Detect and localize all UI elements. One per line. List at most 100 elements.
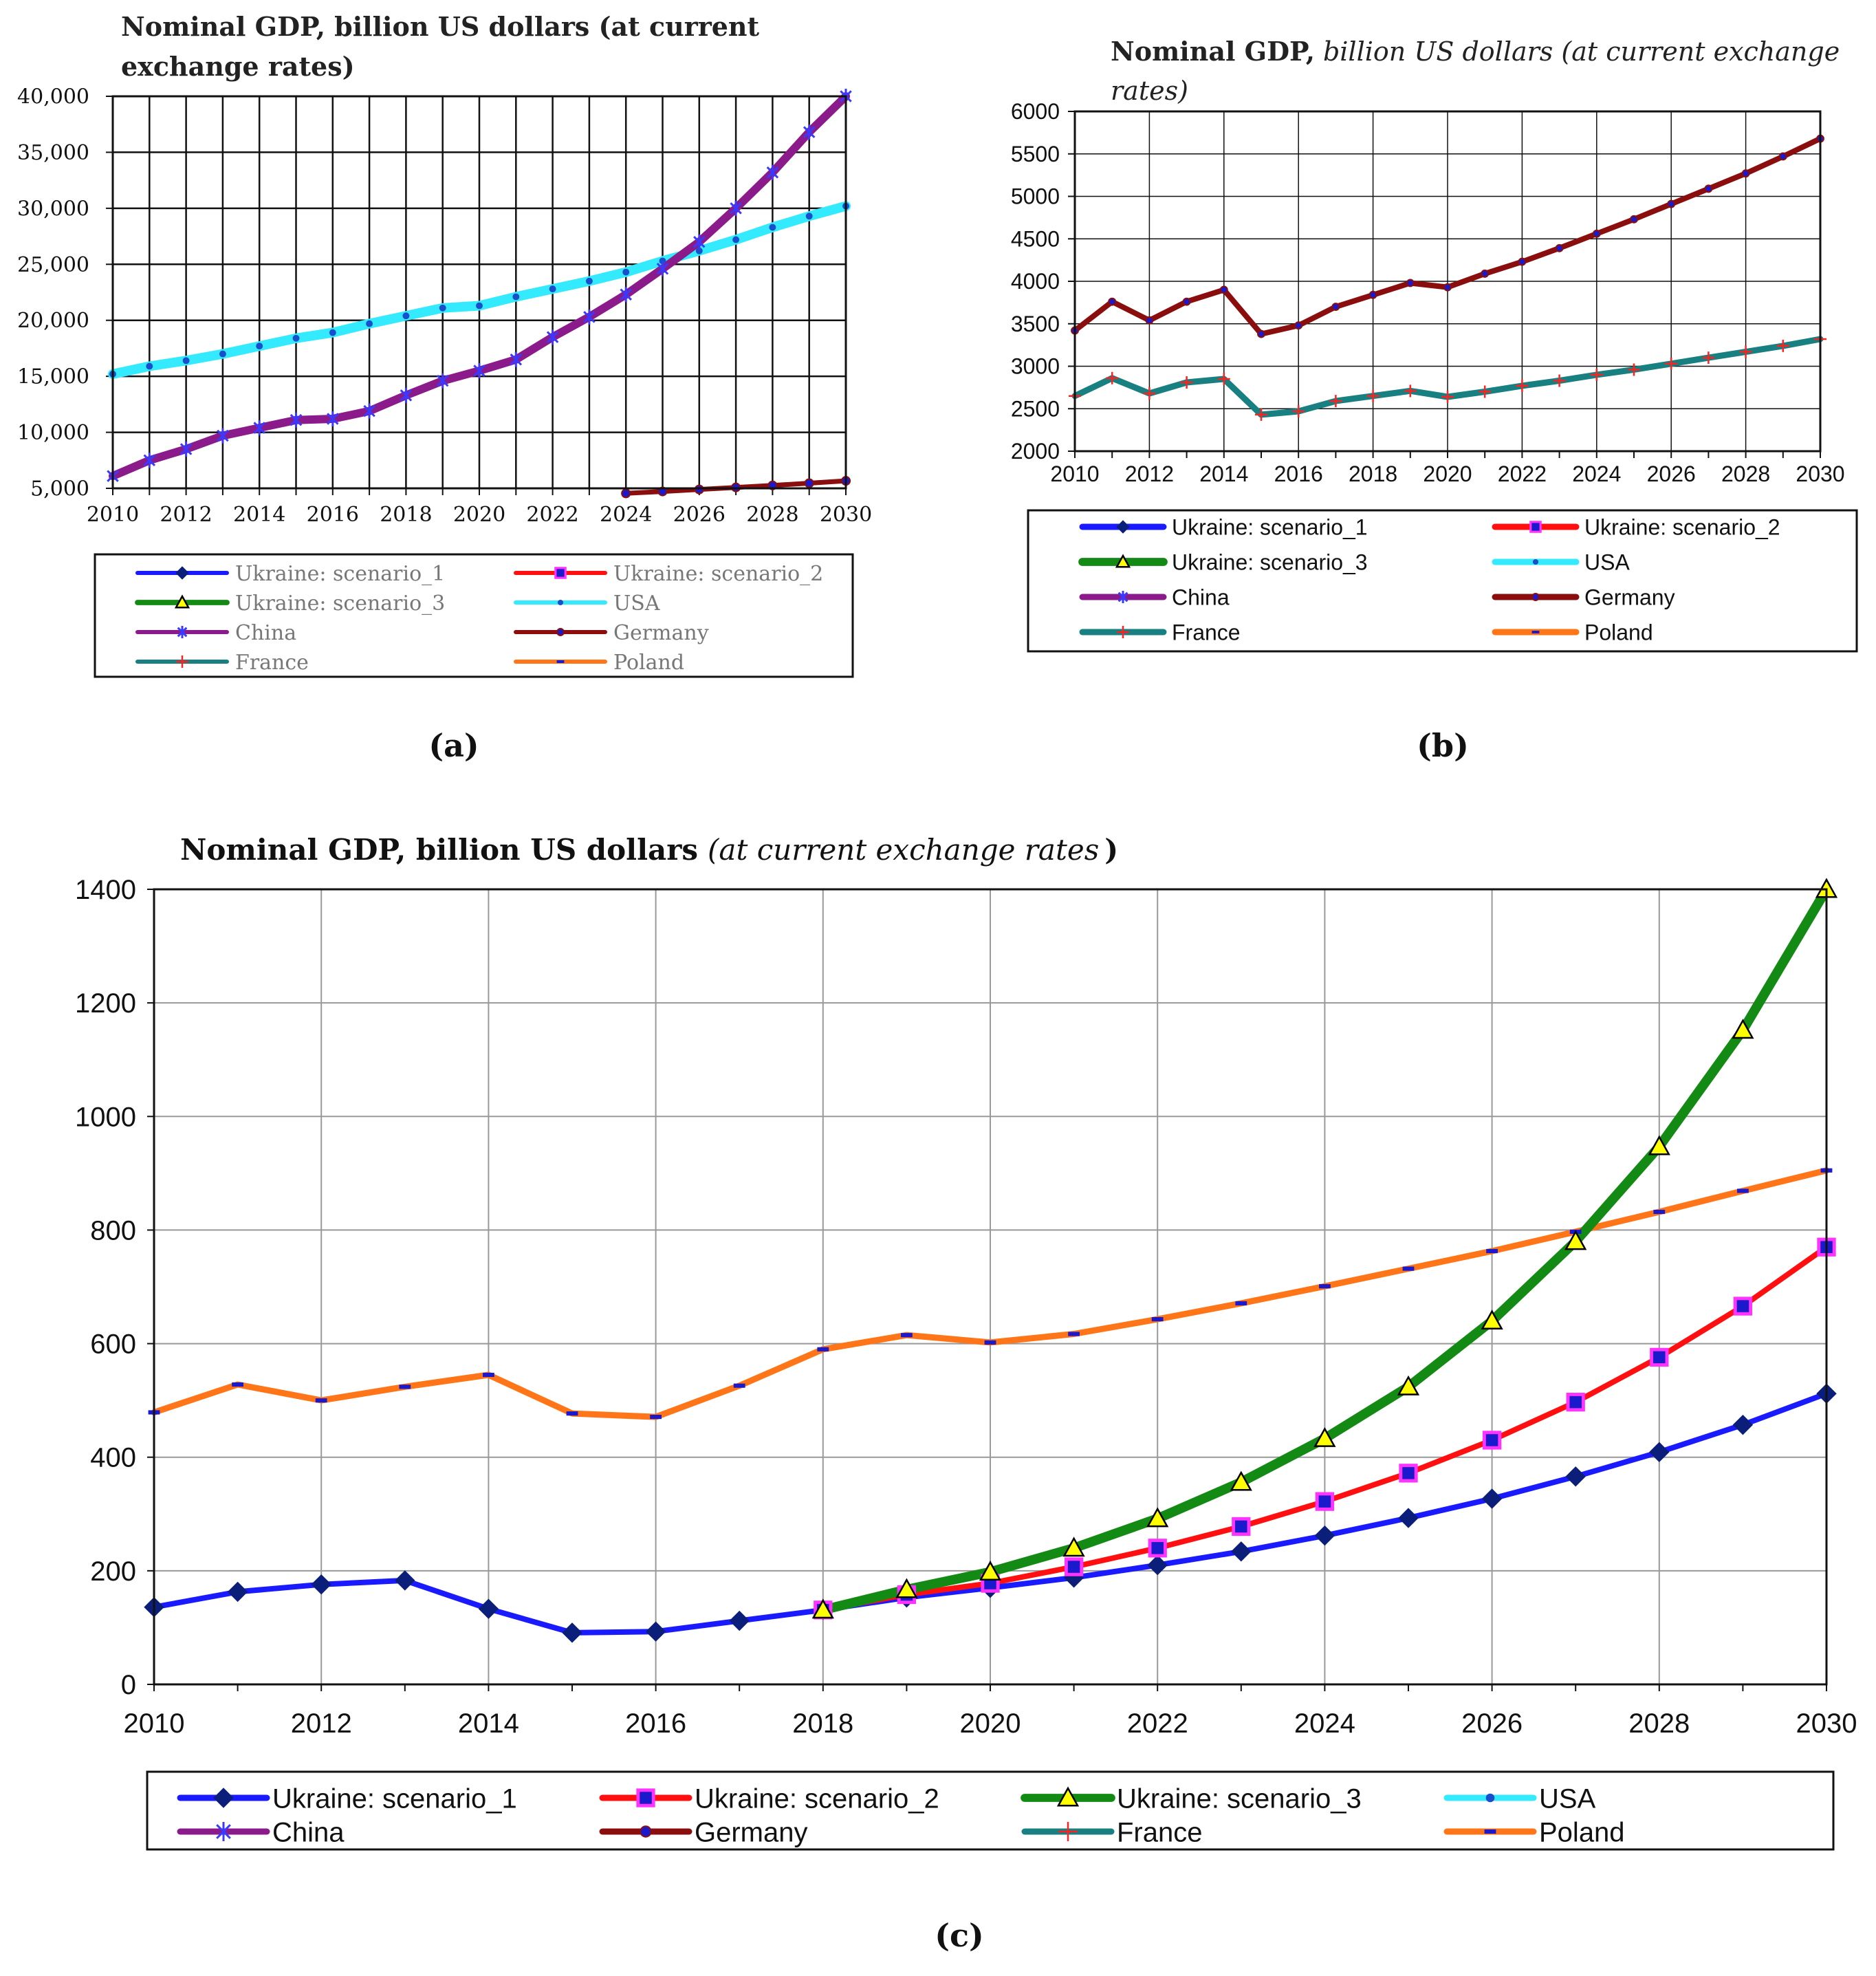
data-point-poland: [901, 1333, 913, 1338]
panel-b-title-bold: Nominal GDP,: [1111, 36, 1315, 67]
x-tick-label: 2024: [1294, 1708, 1355, 1739]
x-tick-label: 2026: [1461, 1708, 1523, 1739]
data-point-ukraine_3: [1564, 1230, 1587, 1250]
legend-marker-china: [1117, 591, 1128, 603]
data-point-germany: [1145, 316, 1154, 325]
y-tick-label: 2500: [1011, 396, 1060, 421]
x-tick-label: 2030: [1796, 1708, 1857, 1739]
data-point-ukraine_2: [1650, 1347, 1669, 1367]
y-tick-label: 10,000: [17, 421, 89, 445]
data-point-ukraine_1: [729, 1610, 750, 1631]
legend-marker-france: [1058, 1822, 1078, 1841]
legend-label-germany: Germany: [613, 621, 709, 645]
data-point-poland: [1653, 1209, 1666, 1215]
legend-label-ukraine_2: Ukraine: scenario_2: [695, 1783, 939, 1814]
x-tick-label: 2028: [1628, 1708, 1690, 1739]
data-point-ukraine_2: [1315, 1492, 1335, 1511]
x-tick-label: 2014: [233, 503, 285, 527]
data-point-france: [1180, 376, 1193, 389]
x-tick-label: 2018: [1349, 462, 1397, 486]
y-tick-label: 40,000: [17, 85, 89, 109]
data-point-usa: [366, 320, 373, 327]
data-point-usa: [549, 285, 556, 293]
x-tick-label: 2010: [87, 503, 139, 527]
data-point-ukraine_1: [645, 1621, 666, 1642]
data-point-ukraine_1: [1314, 1525, 1335, 1546]
panel-a-title-line2: exchange rates): [121, 51, 355, 82]
data-point-china: [766, 164, 779, 180]
x-tick-label: 2028: [1721, 462, 1770, 486]
data-point-poland: [483, 1372, 494, 1378]
data-point-ukraine_2: [1733, 1296, 1753, 1316]
legend-label-ukraine_3: Ukraine: scenario_3: [1117, 1783, 1362, 1814]
legend-marker-ukraine_2: [1529, 521, 1542, 533]
legend-label-ukraine_1: Ukraine: scenario_1: [235, 562, 445, 586]
data-point-germany: [1182, 297, 1191, 306]
data-point-ukraine_1: [1481, 1488, 1503, 1509]
data-point-poland: [1235, 1301, 1247, 1306]
legend-marker-poland: [556, 660, 565, 663]
legend-marker-germany: [640, 1825, 652, 1838]
x-tick-label: 2026: [1647, 462, 1696, 486]
data-point-ukraine_2: [1482, 1431, 1502, 1450]
x-tick-label: 2026: [673, 503, 726, 527]
legend-marker-poland: [1531, 631, 1540, 633]
data-point-ukraine_3: [1230, 1470, 1252, 1491]
y-tick-label: 4500: [1011, 226, 1060, 251]
x-tick-label: 2014: [1199, 462, 1248, 486]
x-tick-label: 2010: [124, 1708, 185, 1739]
x-tick-label: 2012: [1125, 462, 1174, 486]
data-point-usa: [439, 304, 446, 312]
data-point-china: [290, 412, 303, 428]
y-tick-label: 1000: [75, 1102, 136, 1132]
data-point-ukraine_2: [1566, 1392, 1585, 1412]
data-point-ukraine_3: [1481, 1309, 1503, 1329]
x-tick-label: 2030: [820, 503, 872, 527]
panel-c-title-bold: Nominal GDP, billion US dollars: [180, 833, 698, 867]
legend-label-france: France: [1117, 1817, 1203, 1847]
legend-label-france: France: [235, 651, 309, 675]
data-point-germany: [1704, 184, 1713, 193]
panel-c-plot-frame: [153, 888, 1828, 1686]
data-point-france: [1217, 373, 1230, 386]
data-point-france: [1292, 404, 1305, 417]
data-point-usa: [732, 236, 740, 243]
data-point-usa: [659, 257, 666, 265]
legend-marker-poland: [1484, 1829, 1496, 1834]
x-tick-label: 2016: [307, 503, 359, 527]
legend-marker-ukraine_2: [554, 567, 567, 579]
y-tick-label: 3500: [1011, 312, 1060, 336]
panel-b-title-italic: billion US dollars (at current exchange: [1323, 36, 1840, 67]
data-point-ukraine_3: [1397, 1375, 1420, 1396]
legend-marker-ukraine_3: [1115, 554, 1131, 568]
data-point-germany: [1667, 199, 1676, 208]
data-point-china: [143, 453, 156, 468]
data-point-poland: [566, 1411, 578, 1416]
data-point-france: [1143, 387, 1156, 400]
panel-b-legend: [1027, 509, 1858, 653]
x-tick-label: 2024: [1572, 462, 1621, 486]
data-point-poland: [1486, 1248, 1498, 1254]
legend-marker-germany: [556, 628, 565, 636]
legend-label-china: China: [272, 1817, 345, 1847]
legend-label-china: China: [235, 621, 296, 645]
panel-b-label: (b): [1417, 727, 1469, 764]
data-point-usa: [622, 268, 630, 276]
data-point-china: [510, 351, 523, 367]
data-point-france: [1590, 368, 1603, 381]
legend-label-china: China: [1172, 585, 1230, 610]
y-tick-label: 600: [90, 1329, 136, 1360]
legend-marker-germany: [1531, 593, 1540, 601]
data-point-poland: [315, 1398, 327, 1403]
legend-label-usa: USA: [1584, 550, 1630, 575]
data-point-usa: [182, 357, 190, 365]
data-point-ukraine_1: [227, 1581, 248, 1603]
legend-marker-france: [1117, 626, 1129, 638]
legend-label-ukraine_3: Ukraine: scenario_3: [235, 591, 445, 616]
data-point-ukraine_3: [811, 1598, 834, 1619]
panel-c-title-italic: (at current exchange rates: [708, 833, 1099, 867]
data-point-germany: [1778, 152, 1787, 161]
x-tick-label: 2016: [625, 1708, 686, 1739]
data-point-usa: [512, 293, 520, 301]
